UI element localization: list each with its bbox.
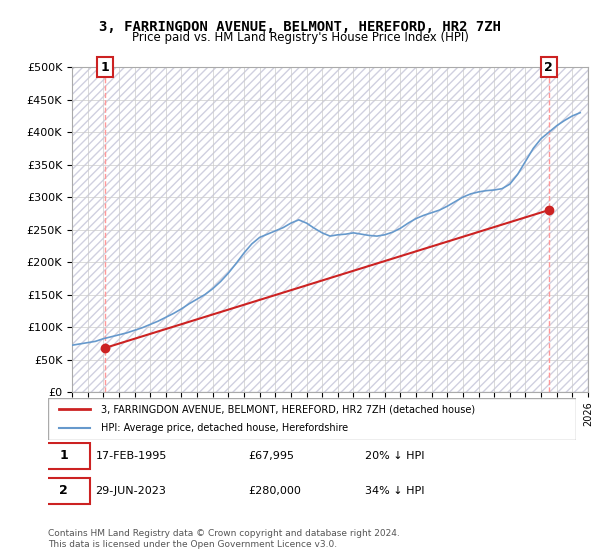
- FancyBboxPatch shape: [48, 398, 576, 440]
- Text: HPI: Average price, detached house, Herefordshire: HPI: Average price, detached house, Here…: [101, 423, 348, 433]
- FancyBboxPatch shape: [37, 443, 90, 469]
- Text: 2: 2: [544, 60, 553, 74]
- Text: 20% ↓ HPI: 20% ↓ HPI: [365, 451, 424, 461]
- Text: 34% ↓ HPI: 34% ↓ HPI: [365, 486, 424, 496]
- FancyBboxPatch shape: [37, 478, 90, 504]
- Text: Contains HM Land Registry data © Crown copyright and database right 2024.
This d: Contains HM Land Registry data © Crown c…: [48, 529, 400, 549]
- Text: 2: 2: [59, 484, 68, 497]
- Text: £67,995: £67,995: [248, 451, 295, 461]
- Text: 1: 1: [101, 60, 110, 74]
- Text: £280,000: £280,000: [248, 486, 302, 496]
- Text: Price paid vs. HM Land Registry's House Price Index (HPI): Price paid vs. HM Land Registry's House …: [131, 31, 469, 44]
- Text: 3, FARRINGDON AVENUE, BELMONT, HEREFORD, HR2 7ZH: 3, FARRINGDON AVENUE, BELMONT, HEREFORD,…: [99, 20, 501, 34]
- Text: 29-JUN-2023: 29-JUN-2023: [95, 486, 166, 496]
- Text: 17-FEB-1995: 17-FEB-1995: [95, 451, 167, 461]
- Text: 1: 1: [59, 449, 68, 463]
- Text: 3, FARRINGDON AVENUE, BELMONT, HEREFORD, HR2 7ZH (detached house): 3, FARRINGDON AVENUE, BELMONT, HEREFORD,…: [101, 404, 475, 414]
